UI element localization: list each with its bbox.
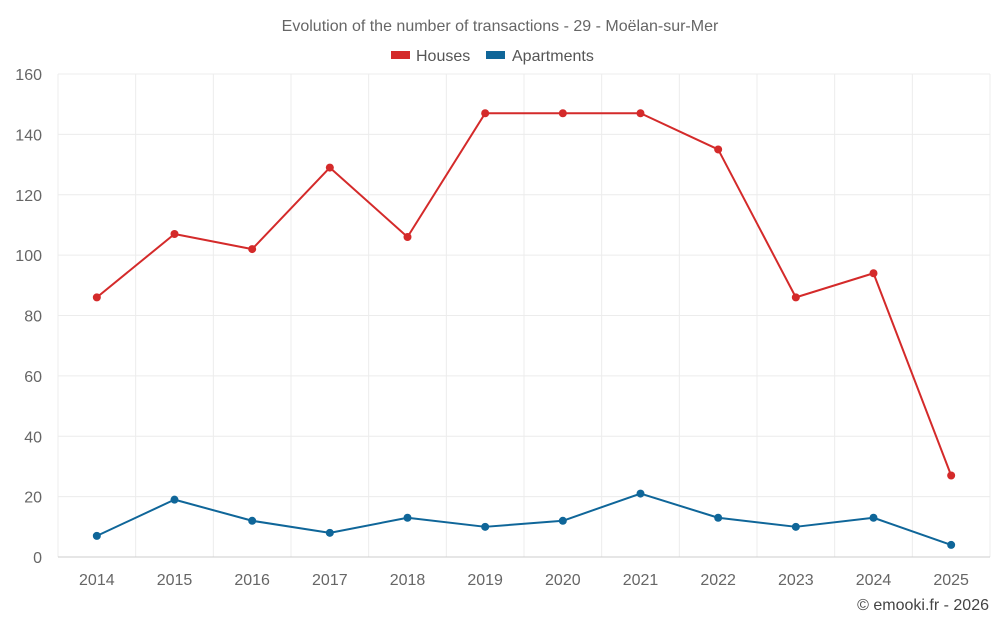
legend-label-apartments: Apartments: [512, 48, 594, 65]
x-tick-label: 2021: [623, 572, 659, 589]
x-tick-label: 2024: [856, 572, 892, 589]
data-point-houses[interactable]: [791, 293, 800, 302]
series-line-apartments: [96, 492, 952, 546]
data-point-apartments[interactable]: [636, 489, 645, 498]
grid: [57, 73, 991, 557]
data-point-apartments[interactable]: [325, 528, 334, 537]
data-point-apartments[interactable]: [558, 516, 567, 525]
x-tick-label: 2015: [157, 572, 193, 589]
data-point-apartments[interactable]: [403, 513, 412, 522]
credit-text: © emooki.fr - 2026: [857, 597, 989, 614]
data-point-apartments[interactable]: [170, 495, 179, 504]
legend: Houses Apartments: [391, 48, 594, 65]
legend-label-houses: Houses: [416, 48, 470, 65]
data-point-houses[interactable]: [92, 293, 101, 302]
axes: 0 20 40 60 80 100 120 140 160 2014 2015 2016 2017 201…: [15, 67, 990, 589]
data-point-houses[interactable]: [947, 471, 956, 480]
data-point-houses[interactable]: [869, 269, 878, 278]
data-point-houses[interactable]: [481, 109, 490, 118]
y-tick-label: 60: [24, 369, 42, 386]
y-tick-label: 160: [15, 67, 42, 84]
series: [92, 109, 956, 549]
y-tick-label: 80: [24, 309, 42, 326]
data-point-apartments[interactable]: [791, 522, 800, 531]
x-tick-label: 2016: [234, 572, 270, 589]
chart-title: Evolution of the number of transactions …: [282, 18, 719, 35]
x-tick-label: 2025: [933, 572, 969, 589]
y-tick-label: 40: [24, 429, 42, 446]
legend-item-houses[interactable]: Houses: [391, 48, 470, 65]
x-tick-label: 2017: [312, 572, 348, 589]
y-tick-label: 0: [33, 550, 42, 567]
data-point-houses[interactable]: [170, 229, 179, 238]
legend-swatch-houses: [391, 51, 410, 59]
y-tick-label: 20: [24, 490, 42, 507]
legend-swatch-apartments: [486, 51, 505, 59]
data-point-apartments[interactable]: [92, 531, 101, 540]
y-tick-label: 120: [15, 188, 42, 205]
x-tick-label: 2020: [545, 572, 581, 589]
x-tick-label: 2023: [778, 572, 814, 589]
data-point-houses[interactable]: [325, 163, 334, 172]
data-point-houses[interactable]: [403, 233, 412, 242]
data-point-apartments[interactable]: [947, 540, 956, 549]
series-line-houses: [96, 112, 953, 476]
data-point-apartments[interactable]: [869, 513, 878, 522]
data-point-houses[interactable]: [248, 245, 257, 254]
data-point-houses[interactable]: [558, 109, 567, 118]
x-tick-label: 2019: [467, 572, 503, 589]
legend-item-apartments[interactable]: Apartments: [486, 48, 594, 65]
y-tick-label: 140: [15, 127, 42, 144]
x-tick-label: 2014: [79, 572, 115, 589]
data-point-apartments[interactable]: [481, 522, 490, 531]
data-point-apartments[interactable]: [248, 516, 257, 525]
data-point-houses[interactable]: [636, 109, 645, 118]
data-point-houses[interactable]: [714, 145, 723, 154]
x-tick-label: 2018: [390, 572, 426, 589]
y-tick-label: 100: [15, 248, 42, 265]
data-point-apartments[interactable]: [714, 513, 723, 522]
x-tick-label: 2022: [700, 572, 736, 589]
